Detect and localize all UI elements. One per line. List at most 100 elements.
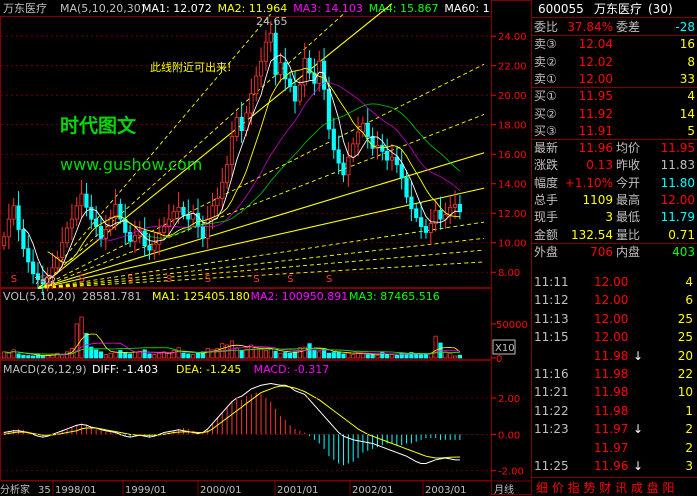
volume-bar	[16, 353, 21, 359]
ma-line-30	[144, 103, 461, 239]
macd-tick-label: -2.00	[498, 467, 524, 478]
volume-bar	[11, 349, 16, 359]
macd-indicator-values: DIFF: -1.403 DEA: -1.245 MACD: -0.317	[92, 363, 329, 376]
candle-body	[94, 218, 99, 227]
quote-label: 卖③	[534, 37, 557, 52]
volume-bar	[1, 351, 7, 359]
candle-body	[186, 214, 191, 220]
quote-label: 卖①	[534, 71, 557, 86]
tick-row[interactable]: 11:11 12.00 4	[532, 274, 697, 290]
price-tick-label: 20.00	[498, 91, 527, 102]
tick-price: 11.98	[594, 367, 629, 381]
volume-bar	[448, 352, 453, 359]
s-marker: S	[287, 274, 293, 285]
macd-indicator: DEA: -1.245	[176, 363, 241, 376]
quote-value-2: 5	[687, 123, 695, 138]
tick-row[interactable]: 11:13 12.00 25	[532, 311, 697, 327]
tick-row[interactable]: 11:21 11.98 10	[532, 384, 697, 400]
quote-value-2: 403	[672, 244, 695, 259]
stock-code: 600055	[538, 2, 584, 16]
volume-bar	[278, 352, 283, 359]
candle-body	[181, 206, 186, 216]
ma-indicator: MA60: 1	[444, 2, 489, 15]
quote-row: 幅度 +1.10% 今开 11.80	[532, 175, 697, 191]
vol-label: VOL(5,10,20)	[3, 290, 76, 303]
volume-bar	[370, 353, 375, 359]
candle-body	[341, 162, 346, 176]
price-indicator-label: MA(5,10,20,30)	[60, 2, 145, 15]
quote-label-2: 昨收	[616, 158, 641, 173]
quote-row: 现手 3 最低 11.79	[532, 209, 697, 225]
candle-body	[438, 209, 443, 220]
tick-row[interactable]: 11:12 12.00 6	[532, 292, 697, 308]
volume-bar	[55, 352, 60, 359]
quote-value-2: 11.95	[660, 141, 695, 156]
candle-body	[108, 217, 113, 230]
s-marker: S	[205, 274, 211, 285]
candle-body	[147, 245, 152, 251]
candle-body	[118, 203, 123, 220]
s-marker: S	[40, 274, 46, 285]
tick-row[interactable]: 11:16 11.98 22	[532, 366, 697, 382]
quote-row: 金额 132.54 量比 0.71	[532, 227, 697, 243]
tick-row[interactable]: 11:25 11.96 ↓ 3	[532, 458, 697, 474]
volume-bar	[443, 351, 448, 359]
quote-value-2: 8	[687, 54, 695, 69]
tick-volume: 4	[685, 275, 693, 289]
ma-line-20	[96, 82, 461, 241]
quote-value-2: 14	[679, 106, 695, 121]
trend-line	[37, 13, 344, 289]
quote-label: 买③	[534, 123, 557, 138]
quote-label: 委比	[534, 20, 559, 34]
candle-body	[351, 143, 356, 158]
footer-tabs[interactable]: 细 价 指 势 财 讯 成 盘 阳	[532, 477, 697, 496]
quote-row: 买③ 11.91 5	[532, 123, 697, 139]
candle-body	[263, 41, 269, 62]
time-axis: 分析家 35 1998/01 1999/01 2000/01 2001/01 2002/01…	[0, 480, 532, 495]
candle-body	[127, 232, 133, 242]
volume-bar	[273, 350, 278, 359]
macd-indicator: MACD: -0.317	[254, 363, 330, 376]
ma-line-5	[23, 54, 460, 277]
quote-value: 11.95	[578, 89, 613, 104]
tick-row[interactable]: 11.98 ↓ 20	[532, 348, 697, 364]
candle-body	[16, 205, 21, 230]
quote-label: 买①	[534, 89, 557, 104]
candle-body	[35, 273, 41, 281]
volume-bar	[74, 323, 79, 359]
time-label: 月线	[494, 483, 514, 495]
candle-body	[69, 218, 74, 229]
candle-body	[176, 206, 181, 213]
volume-bar	[341, 353, 346, 359]
candle-body	[297, 84, 302, 102]
volume-bar	[171, 350, 176, 359]
candle-body	[11, 205, 16, 220]
volume-bar	[288, 352, 293, 359]
volume-tick-label: 50000	[496, 320, 528, 331]
trend-lines	[37, 3, 485, 290]
footer-tab-labels[interactable]: 细 价 指 势 财 讯 成 盘 阳	[536, 481, 675, 495]
tick-row[interactable]: 11.97 2	[532, 440, 697, 456]
trend-line	[37, 63, 485, 289]
candle-body	[40, 279, 45, 285]
tick-row[interactable]: 11:23 11.97 ↓ 2	[532, 421, 697, 437]
quote-label-2: 量比	[616, 227, 641, 242]
tick-price: 12.00	[594, 330, 629, 345]
candle-body	[1, 236, 7, 247]
trend-line	[37, 249, 485, 289]
tick-price: 11.98	[594, 385, 629, 400]
tick-row[interactable]: 11:22 11.98 1	[532, 403, 697, 419]
tick-row[interactable]: 11:15 12.00 25	[532, 329, 697, 345]
volume-bar	[35, 354, 41, 359]
candle-body	[224, 164, 230, 183]
candle-body	[152, 243, 157, 251]
volume-bar	[375, 354, 380, 359]
price-tick-label: 12.00	[498, 209, 527, 220]
stock-chart[interactable]: 万东医疗 MA(5,10,20,30) MA1: 12.072 MA2: 11.9…	[0, 0, 532, 495]
volume-bar	[457, 354, 463, 359]
candle-body	[200, 226, 205, 239]
volume-bar	[89, 346, 94, 359]
quote-value: 11.96	[578, 141, 613, 156]
volume-bar	[292, 351, 298, 359]
candle-body	[215, 198, 220, 207]
